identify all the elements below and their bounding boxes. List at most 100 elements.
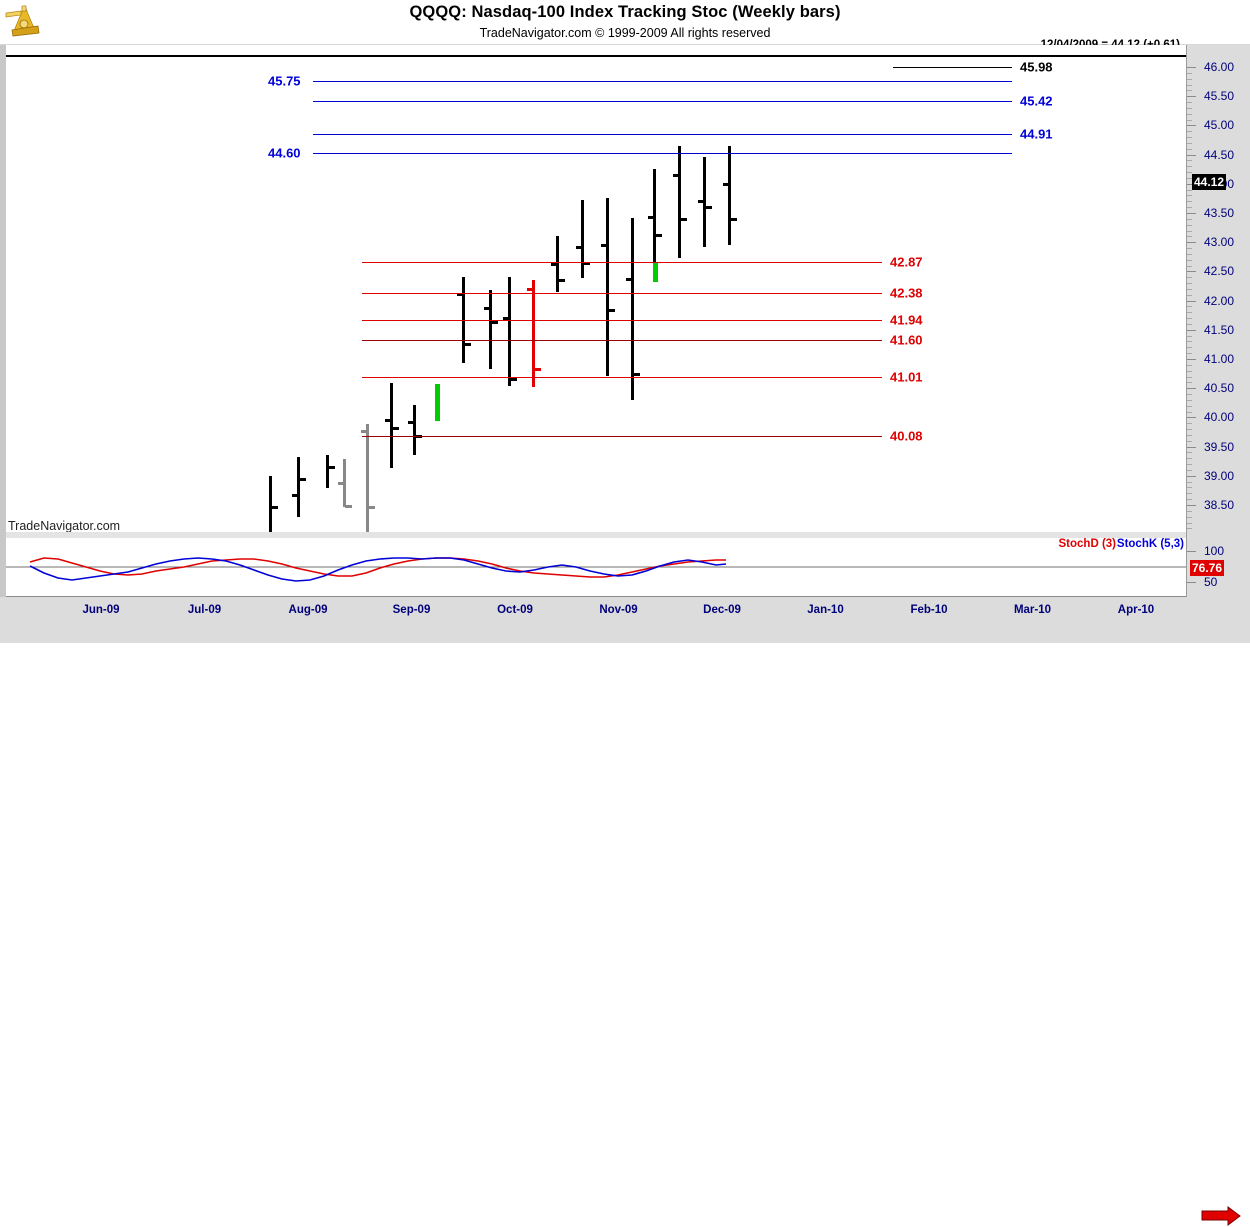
page-title: QQQQ: Nasdaq-100 Index Tracking Stoc (We…: [409, 3, 841, 21]
resistance-line[interactable]: [313, 101, 1012, 102]
ohlc-bar: [648, 262, 662, 282]
price-axis-label: 41.50: [1204, 322, 1235, 337]
price-axis-minor-tick: [1187, 399, 1192, 401]
price-axis-minor-tick: [1187, 90, 1192, 92]
price-axis-label: 42.00: [1204, 293, 1235, 308]
price-axis-divider: [1186, 45, 1187, 643]
price-axis-minor-tick: [1187, 236, 1192, 238]
support-line[interactable]: [362, 340, 882, 341]
price-axis-minor-tick: [1187, 376, 1192, 378]
price-axis-minor-tick: [1187, 113, 1192, 115]
ohlc-bar: [430, 384, 444, 421]
price-axis-minor-tick: [1187, 522, 1192, 524]
price-axis-tick: [1187, 242, 1196, 244]
price-axis-minor-tick: [1187, 458, 1192, 460]
bar-open-tick: [673, 174, 679, 177]
bar-close-tick: [558, 279, 565, 282]
price-axis-minor-tick: [1187, 230, 1192, 232]
resistance-line[interactable]: [893, 67, 1012, 68]
price-chart-pane[interactable]: TradeNavigator.com: [6, 45, 1186, 532]
ohlc-bar: [723, 146, 737, 245]
price-axis-minor-tick: [1187, 201, 1192, 203]
ohlc-bar: [601, 198, 615, 376]
stochastic-pane[interactable]: [6, 538, 1186, 596]
bar-open-tick: [698, 200, 704, 203]
bar-high-low: [508, 277, 511, 386]
bar-open-tick: [361, 430, 367, 433]
price-axis-tick: [1187, 125, 1196, 127]
bar-high-low: [297, 457, 300, 517]
support-line[interactable]: [362, 320, 882, 321]
resistance-label: 44.60: [268, 145, 301, 161]
price-axis-tick: [1187, 67, 1196, 68]
indicator-axis-label: 50: [1204, 575, 1218, 589]
support-line[interactable]: [362, 377, 882, 378]
resistance-line[interactable]: [313, 153, 1012, 154]
ohlc-bar: [527, 280, 541, 387]
price-axis-minor-tick: [1187, 434, 1192, 436]
ohlc-bar: [626, 218, 640, 400]
date-axis-label: Dec-09: [703, 604, 741, 616]
bar-open-tick: [408, 421, 414, 424]
price-axis-label: 45.00: [1204, 118, 1235, 133]
title-bar: QQQQ: Nasdaq-100 Index Tracking Stoc (We…: [0, 0, 1250, 45]
copyright-subtitle: TradeNavigator.com © 1999-2009 All right…: [479, 26, 771, 40]
price-axis-tick: [1187, 446, 1196, 448]
date-axis-label: Jun-09: [82, 604, 120, 616]
price-axis-minor-tick: [1187, 137, 1192, 139]
stoch-k-line: [29, 557, 727, 582]
scroll-right-arrow-icon[interactable]: [1200, 1205, 1242, 1227]
support-line[interactable]: [362, 436, 882, 437]
price-axis-minor-tick: [1187, 177, 1192, 179]
ohlc-bar: [551, 236, 565, 292]
price-axis-minor-tick: [1187, 172, 1192, 174]
bar-open-tick: [527, 288, 533, 291]
bar-open-tick: [338, 482, 344, 485]
bar-high-low: [728, 146, 731, 245]
support-line[interactable]: [362, 262, 882, 263]
price-axis-minor-tick: [1187, 370, 1192, 372]
support-label: 41.01: [890, 369, 923, 385]
price-axis-minor-tick: [1187, 347, 1192, 349]
support-line[interactable]: [362, 293, 882, 294]
price-axis-minor-tick: [1187, 72, 1192, 74]
support-label: 42.87: [890, 254, 923, 270]
stoch-k-legend[interactable]: StochK (5,3): [1116, 538, 1184, 550]
support-label: 41.60: [890, 332, 923, 348]
price-axis-minor-tick: [1187, 487, 1192, 489]
bar-close-tick: [608, 309, 615, 312]
ohlc-bar: [408, 405, 422, 455]
price-axis-minor-tick: [1187, 277, 1192, 279]
price-axis-minor-tick: [1187, 207, 1192, 209]
price-axis-minor-tick: [1187, 265, 1192, 267]
price-axis-label: 39.50: [1204, 439, 1235, 454]
price-axis-label: 41.00: [1204, 352, 1235, 366]
price-axis-minor-tick: [1187, 160, 1192, 162]
price-axis-minor-tick: [1187, 382, 1192, 384]
resistance-line[interactable]: [313, 81, 1012, 82]
date-axis-label: Aug-09: [288, 604, 328, 616]
price-axis-minor-tick: [1187, 78, 1192, 80]
price-axis-tick: [1187, 271, 1196, 273]
price-axis-minor-tick: [1187, 306, 1192, 308]
bar-high-low: [606, 198, 609, 376]
price-axis-minor-tick: [1187, 253, 1192, 255]
price-axis-minor-tick: [1187, 464, 1192, 466]
price-axis-tick: [1187, 154, 1196, 156]
price-axis-tick: [1187, 329, 1196, 331]
resistance-line[interactable]: [313, 134, 1012, 135]
price-axis-minor-tick: [1187, 364, 1192, 366]
bar-close-tick: [680, 218, 687, 221]
price-axis-minor-tick: [1187, 148, 1192, 150]
resistance-label: 45.42: [1020, 93, 1053, 109]
bar-high-low: [326, 455, 329, 488]
price-axis-minor-tick: [1187, 353, 1192, 355]
price-axis-panel[interactable]: [1186, 45, 1250, 643]
pane-separator: [6, 532, 1186, 538]
ohlc-bar: [503, 277, 517, 386]
price-axis-minor-tick: [1187, 107, 1192, 109]
stoch-d-legend[interactable]: StochD (3): [1058, 538, 1117, 550]
date-axis-panel[interactable]: Jun-09 Jul-09 Aug-09 Sep-09 Oct-09 Nov-09 Dec-…: [0, 597, 1250, 1226]
price-axis-minor-tick: [1187, 452, 1192, 454]
price-axis-minor-tick: [1187, 248, 1192, 250]
